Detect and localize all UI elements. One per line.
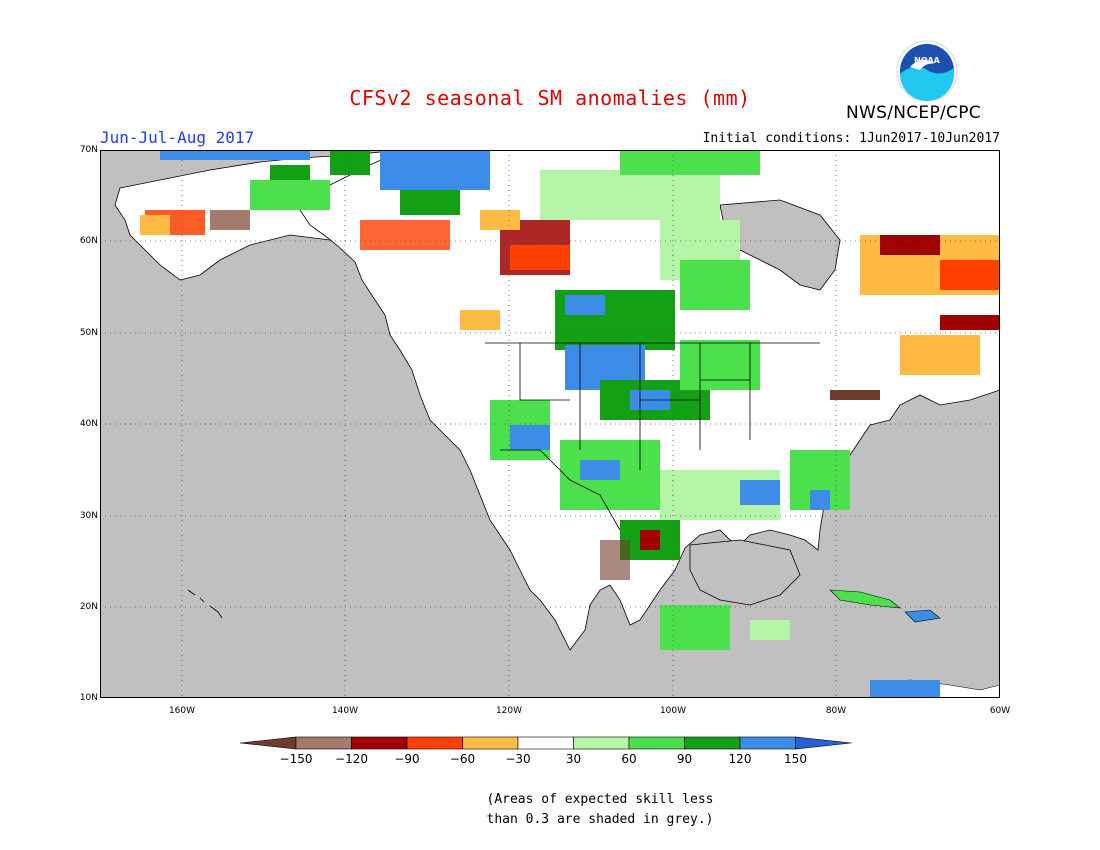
legend-arrow-right [795, 736, 852, 750]
legend-arrow-left [240, 736, 297, 750]
lat-label: 60N [79, 236, 98, 246]
logo-text: NOAA [914, 56, 940, 65]
cuba-island [829, 589, 901, 609]
lat-label: 10N [79, 693, 98, 703]
legend-cell [295, 736, 352, 750]
legend-cell [462, 736, 519, 750]
lat-label: 20N [79, 602, 98, 612]
legend-tick-label: 150 [784, 752, 807, 766]
legend-tick-label: −60 [449, 752, 476, 766]
initial-conditions-label: Initial conditions: 1Jun2017-10Jun2017 [702, 131, 1000, 146]
lon-label: 140W [331, 706, 359, 716]
legend-tick-label: −90 [394, 752, 420, 766]
agency-label: NWS/NCEP/CPC [846, 103, 981, 123]
lat-label: 30N [79, 511, 98, 521]
legend-cell [351, 736, 408, 750]
anomaly-patches [140, 150, 1000, 698]
legend-cell [628, 736, 685, 750]
lon-label: 60W [989, 706, 1011, 716]
legend-tick-label: −120 [335, 752, 368, 766]
gulf-of-mexico [689, 539, 801, 606]
skill-note-line-2: than 0.3 are shaded in grey.) [486, 812, 714, 827]
hawaii-islands [187, 589, 223, 619]
lon-label: 80W [825, 706, 847, 716]
lon-label: 120W [495, 706, 523, 716]
season-label: Jun-Jul-Aug 2017 [100, 128, 255, 147]
map-title: CFSv2 seasonal SM anomalies (mm) [349, 86, 751, 110]
legend-tick-label: −150 [279, 752, 313, 766]
map-panel [100, 150, 1000, 698]
lat-label: 70N [79, 145, 98, 155]
legend-cell [573, 736, 630, 750]
skill-note-line-1: (Areas of expected skill less [486, 792, 714, 807]
legend-tick-label: −30 [505, 752, 531, 766]
political-borders [485, 342, 820, 531]
legend-cell [406, 736, 463, 750]
noaa-logo-icon: NOAA [896, 40, 958, 102]
lat-label: 40N [79, 419, 98, 429]
color-legend-bar [240, 736, 852, 750]
legend-tick-label: 120 [728, 752, 752, 766]
legend-cell [739, 736, 796, 750]
graticule [100, 150, 1000, 698]
lon-label: 100W [659, 706, 687, 716]
lon-label: 160W [168, 706, 196, 716]
lat-label: 50N [79, 328, 98, 338]
legend-cell [684, 736, 741, 750]
map-border [100, 150, 1000, 698]
legend-tick-label: 90 [676, 752, 693, 766]
hispaniola-island [904, 609, 941, 623]
legend-tick-label: 60 [621, 752, 637, 766]
anomaly-map [100, 150, 1000, 698]
legend-cell [517, 736, 574, 750]
legend-tick-label: 30 [565, 752, 582, 766]
